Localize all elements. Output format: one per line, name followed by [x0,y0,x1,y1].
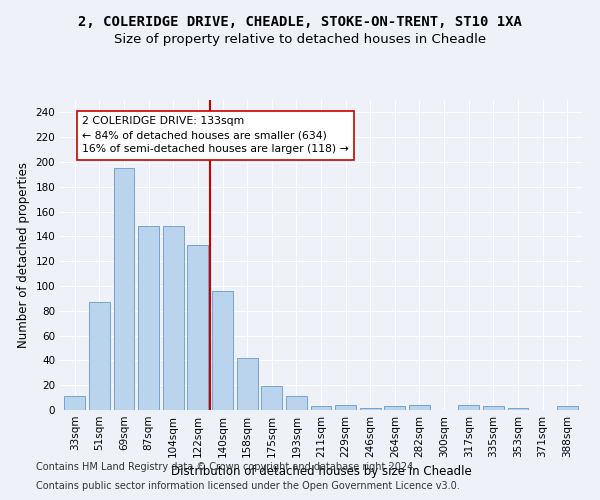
Bar [335,405,356,410]
Bar [236,358,257,410]
Bar [286,396,307,410]
Bar [311,406,331,410]
Text: Contains HM Land Registry data © Crown copyright and database right 2024.: Contains HM Land Registry data © Crown c… [36,462,416,472]
Bar [557,406,578,410]
Bar [261,386,282,410]
Bar [483,406,504,410]
Bar [212,291,233,410]
Bar [138,226,159,410]
Bar [360,408,381,410]
Text: Contains public sector information licensed under the Open Government Licence v3: Contains public sector information licen… [36,481,460,491]
Bar [113,168,134,410]
Bar [163,226,184,410]
Text: 2, COLERIDGE DRIVE, CHEADLE, STOKE-ON-TRENT, ST10 1XA: 2, COLERIDGE DRIVE, CHEADLE, STOKE-ON-TR… [78,15,522,29]
Bar [458,405,479,410]
Bar [187,245,208,410]
Bar [64,396,85,410]
Bar [89,302,110,410]
Text: 2 COLERIDGE DRIVE: 133sqm
← 84% of detached houses are smaller (634)
16% of semi: 2 COLERIDGE DRIVE: 133sqm ← 84% of detac… [82,116,349,154]
X-axis label: Distribution of detached houses by size in Cheadle: Distribution of detached houses by size … [170,466,472,478]
Bar [508,408,529,410]
Y-axis label: Number of detached properties: Number of detached properties [17,162,30,348]
Bar [409,405,430,410]
Bar [385,406,406,410]
Text: Size of property relative to detached houses in Cheadle: Size of property relative to detached ho… [114,32,486,46]
